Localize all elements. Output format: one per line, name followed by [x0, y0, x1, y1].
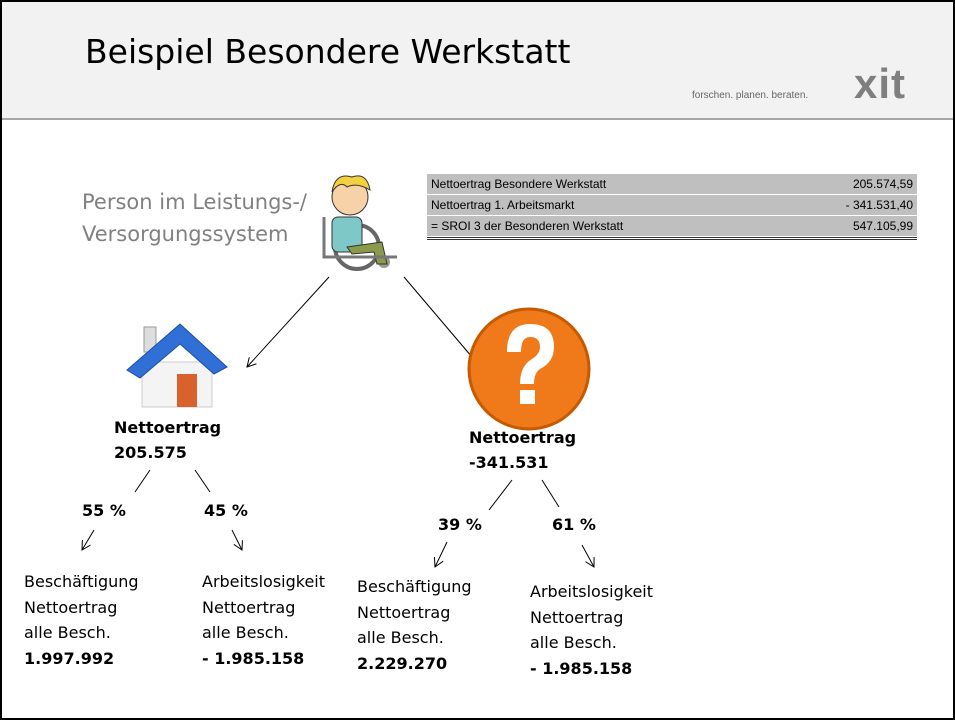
leaf-line: alle Besch.: [530, 633, 617, 652]
leaf-line: Nettoertrag: [357, 603, 450, 622]
leaf-line: Nettoertrag: [24, 598, 117, 617]
leaf-value: - 1.985.158: [530, 659, 632, 678]
leaf-line: alle Besch.: [357, 628, 444, 647]
leaf-value: - 1.985.158: [202, 649, 304, 668]
node-label: Nettoertrag: [469, 428, 576, 447]
connector: [135, 470, 150, 492]
leaf-line: Arbeitslosigkeit: [530, 582, 653, 601]
connector: [195, 470, 210, 492]
leaf-line: Beschäftigung: [357, 577, 472, 596]
diagram-graphics: [2, 2, 953, 718]
question-icon: [469, 309, 589, 429]
house-icon: [127, 324, 227, 407]
arrow: [247, 277, 329, 367]
arrow: [582, 545, 594, 567]
connector: [489, 480, 512, 510]
leaf-value: 1.997.992: [24, 649, 114, 668]
slide: Beispiel Besondere Werkstatt forschen. p…: [0, 0, 955, 720]
node-value: 205.575: [114, 443, 187, 462]
leaf-value: 2.229.270: [357, 654, 447, 673]
node-value: -341.531: [469, 453, 549, 472]
connector: [542, 480, 559, 507]
percent: 39 %: [438, 515, 482, 534]
connector: [404, 277, 472, 357]
node-label: Nettoertrag: [114, 418, 221, 437]
leaf-line: Arbeitslosigkeit: [202, 572, 325, 591]
arrow: [82, 530, 94, 550]
leaf-line: alle Besch.: [202, 623, 289, 642]
leaf-line: Nettoertrag: [530, 608, 623, 627]
arrow: [232, 530, 242, 550]
arrow: [435, 542, 447, 567]
percent: 45 %: [204, 501, 248, 520]
leaf-line: Nettoertrag: [202, 598, 295, 617]
percent: 55 %: [82, 501, 126, 520]
leaf-line: Beschäftigung: [24, 572, 139, 591]
person-icon: [324, 176, 397, 269]
percent: 61 %: [552, 515, 596, 534]
leaf-line: alle Besch.: [24, 623, 111, 642]
